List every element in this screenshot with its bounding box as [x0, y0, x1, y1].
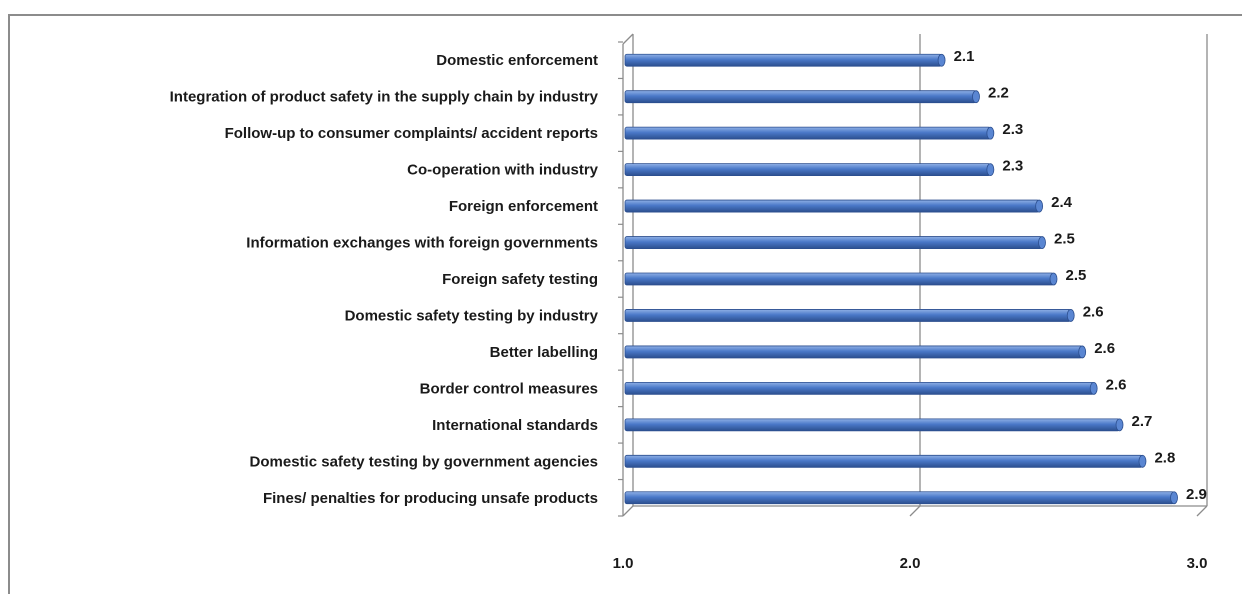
value-label: 2.8	[1154, 449, 1175, 466]
value-label: 2.3	[1002, 121, 1023, 138]
value-label: 2.2	[988, 85, 1009, 102]
category-label: Border control measures	[420, 380, 598, 397]
category-label: Co-operation with industry	[407, 162, 598, 179]
bar-body	[624, 90, 977, 104]
bar-body	[624, 272, 1054, 286]
bar	[624, 491, 1178, 505]
bar-cap	[1089, 381, 1098, 395]
value-label: 2.1	[954, 48, 975, 65]
value-label: 2.6	[1106, 376, 1127, 393]
label-layer: 1.0 2.0 3.0 Domestic enforcement 2.1 Integrat…	[170, 48, 1208, 572]
category-label: Information exchanges with foreign gover…	[246, 235, 598, 252]
gridline-depth	[909, 505, 921, 517]
bar-cap	[1066, 309, 1075, 322]
value-label: 2.6	[1083, 303, 1104, 320]
y-axis-depth	[622, 33, 634, 45]
bar	[624, 236, 1046, 249]
category-label: Domestic enforcement	[436, 52, 598, 69]
bar-cap	[1115, 418, 1124, 432]
bar-cap	[1138, 454, 1147, 468]
bar-body	[624, 309, 1072, 322]
value-label: 2.3	[1002, 158, 1023, 175]
bar-cap	[1035, 199, 1044, 213]
bar-body	[624, 199, 1040, 213]
bar-body	[624, 418, 1120, 432]
category-label: Foreign enforcement	[449, 198, 598, 215]
bar	[624, 90, 980, 104]
category-label: Better labelling	[490, 344, 598, 361]
value-label: 2.6	[1094, 340, 1115, 357]
bar	[624, 199, 1044, 213]
bar	[624, 345, 1087, 359]
category-label: Fines/ penalties for producing unsafe pr…	[263, 490, 598, 507]
bar-cap	[937, 53, 946, 67]
bar-layer	[624, 53, 1178, 505]
category-label: Domestic safety testing by industry	[345, 307, 599, 324]
bar	[624, 309, 1075, 322]
gridline-depth	[1196, 505, 1208, 517]
bar-body	[624, 381, 1095, 395]
value-label: 2.7	[1132, 413, 1153, 430]
bar-cap	[1038, 236, 1046, 249]
category-label: Follow-up to consumer complaints/ accide…	[225, 125, 598, 142]
bar	[624, 418, 1124, 432]
value-label: 2.5	[1066, 267, 1087, 284]
bar	[624, 126, 995, 140]
value-label: 2.4	[1051, 194, 1073, 211]
category-label: Integration of product safety in the sup…	[170, 89, 599, 106]
value-label: 2.5	[1054, 231, 1075, 248]
bar-body	[624, 126, 991, 140]
bar-cap	[1078, 345, 1087, 359]
bar-cap	[1049, 272, 1058, 286]
category-label: Foreign safety testing	[442, 271, 598, 288]
bar-body	[624, 53, 942, 67]
bar-cap	[1170, 491, 1178, 505]
bar	[624, 53, 946, 67]
category-label: International standards	[432, 417, 598, 434]
value-label: 2.9	[1186, 486, 1207, 503]
bar-body	[624, 454, 1143, 468]
category-label: Domestic safety testing by government ag…	[250, 453, 598, 470]
bar-body	[624, 345, 1083, 359]
bar	[624, 381, 1098, 395]
gridline-depth	[622, 505, 634, 517]
bar	[624, 272, 1058, 286]
bar	[624, 163, 995, 177]
x-tick-label: 2.0	[900, 555, 921, 572]
x-tick-label: 3.0	[1187, 555, 1208, 572]
bar-cap	[986, 163, 995, 177]
bar	[624, 454, 1147, 468]
x-tick-label: 1.0	[613, 555, 634, 572]
bar-cap	[972, 90, 980, 104]
bar-body	[624, 236, 1043, 249]
bar-cap	[986, 126, 995, 140]
bar-body	[624, 491, 1175, 505]
bar-body	[624, 163, 991, 177]
